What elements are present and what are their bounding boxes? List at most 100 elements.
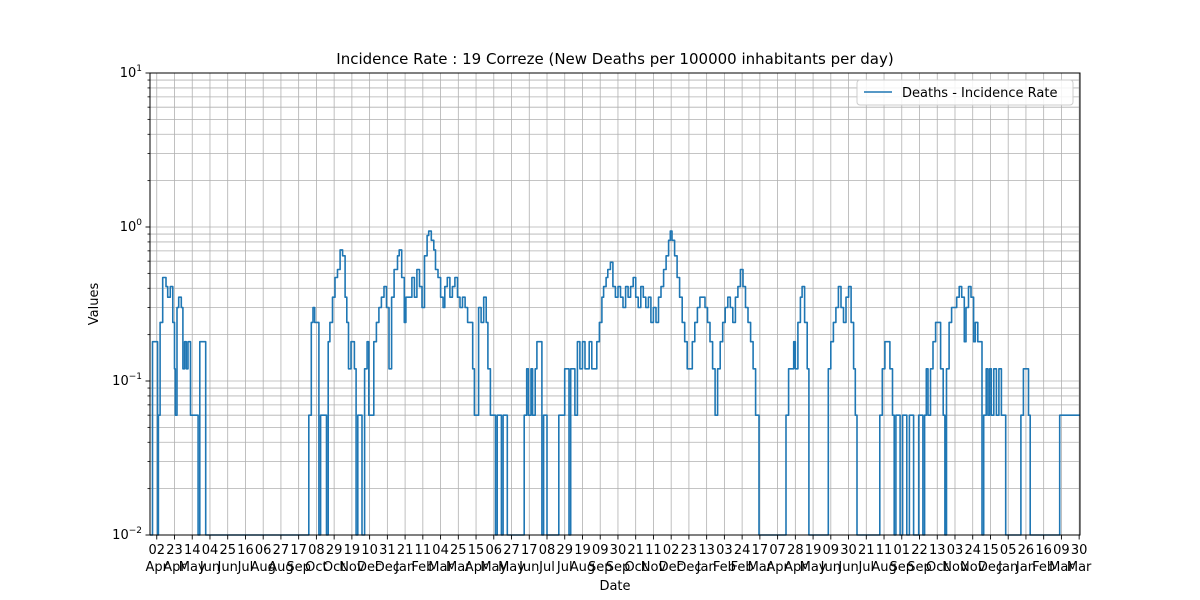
- x-tick-label-month: Feb: [731, 560, 754, 575]
- x-tick-label-day: 08: [308, 543, 325, 558]
- x-tick-label-day: 30: [610, 543, 627, 558]
- x-tick-label-month: Jan: [394, 560, 415, 575]
- x-tick-label-month: Dec: [659, 560, 684, 575]
- x-tick-label-month: May: [179, 560, 206, 575]
- x-tick-label-day: 09: [823, 543, 840, 558]
- x-tick-label-month: Jan: [997, 560, 1018, 575]
- plot-frame: [149, 72, 1081, 536]
- x-tick-label-month: Jul: [857, 560, 874, 575]
- x-tick-label-day: 01: [893, 543, 910, 558]
- x-tick-label-month: Nov: [641, 560, 667, 575]
- x-axis: 02 Apr 23 Apr 14 May 04 Jun 25 Jun 16 Jul 06 Aug 27 Aug…: [146, 535, 1092, 575]
- x-tick-label-day: 03: [947, 543, 964, 558]
- x-tick-label-month: Mar: [1067, 560, 1092, 575]
- y-tick-label: 101: [120, 64, 142, 81]
- legend: Deaths - Incidence Rate: [856, 79, 1074, 106]
- x-tick-label-month: Apr: [146, 560, 169, 575]
- x-tick-label-month: Dec: [676, 560, 701, 575]
- x-tick-label-day: 04: [202, 543, 219, 558]
- x-tick-label-day: 16: [1035, 543, 1052, 558]
- x-tick-label-month: Apr: [784, 560, 807, 575]
- x-tick-label-month: Sep: [588, 560, 613, 575]
- x-tick-label-day: 22: [911, 543, 928, 558]
- x-tick-label-month: Oct: [926, 560, 948, 575]
- x-tick-label-month: Aug: [871, 560, 896, 575]
- y-axis-label: Values: [87, 283, 102, 326]
- x-tick-label-month: Jul: [556, 560, 573, 575]
- x-tick-label-month: Jun: [199, 560, 220, 575]
- series-line-deaths-incidence-rate: [150, 230, 1080, 536]
- x-tick-label-day: 17: [752, 543, 769, 558]
- x-tick-label-day: 09: [592, 543, 609, 558]
- x-tick-label-day: 31: [379, 543, 396, 558]
- x-tick-label-day: 13: [698, 543, 715, 558]
- x-tick-label-day: 09: [1053, 543, 1070, 558]
- grid: [150, 73, 1080, 536]
- x-tick-label-day: 06: [255, 543, 272, 558]
- x-tick-label-month: Dec: [375, 560, 400, 575]
- x-tick-label-month: Feb: [713, 560, 736, 575]
- x-tick-label-month: Sep: [890, 560, 915, 575]
- x-tick-label-month: Mar: [748, 560, 773, 575]
- x-tick-label-month: May: [480, 560, 507, 575]
- x-tick-label-day: 13: [929, 543, 946, 558]
- x-tick-label-day: 27: [503, 543, 520, 558]
- x-tick-label-day: 28: [787, 543, 804, 558]
- x-tick-label-month: Feb: [411, 560, 434, 575]
- legend-box: [856, 79, 1074, 106]
- x-tick-label-day: 15: [982, 543, 999, 558]
- y-tick-label: 10−2: [112, 526, 142, 543]
- x-tick-label-day: 11: [876, 543, 893, 558]
- x-tick-label-day: 21: [627, 543, 644, 558]
- x-tick-label-month: May: [498, 560, 525, 575]
- x-tick-label-month: Sep: [606, 560, 631, 575]
- x-tick-label-day: 30: [1071, 543, 1088, 558]
- chart-title: Incidence Rate : 19 Correze (New Deaths …: [336, 50, 893, 68]
- x-tick-label-day: 10: [361, 543, 378, 558]
- x-tick-label-day: 25: [219, 543, 236, 558]
- x-tick-label-month: Oct: [323, 560, 345, 575]
- x-tick-label-month: Jun: [518, 560, 539, 575]
- x-tick-label-day: 27: [273, 543, 290, 558]
- x-tick-label-day: 14: [184, 543, 201, 558]
- x-tick-label-day: 19: [574, 543, 591, 558]
- x-tick-label-day: 02: [148, 543, 165, 558]
- x-tick-label-month: Jun: [837, 560, 858, 575]
- x-tick-label-month: Nov: [942, 560, 968, 575]
- legend-entry: Deaths - Incidence Rate: [902, 86, 1057, 101]
- x-tick-label-day: 21: [397, 543, 414, 558]
- x-tick-label-month: Jan: [696, 560, 717, 575]
- x-tick-label-month: Mar: [1049, 560, 1074, 575]
- x-axis-label: Date: [599, 579, 630, 594]
- x-tick-label-day: 17: [521, 543, 538, 558]
- x-tick-label-day: 21: [858, 543, 875, 558]
- x-tick-label-month: Dec: [978, 560, 1003, 575]
- x-tick-label-month: Oct: [624, 560, 646, 575]
- x-tick-label-day: 11: [645, 543, 662, 558]
- x-tick-label-day: 24: [734, 543, 751, 558]
- x-tick-label-month: Jun: [217, 560, 238, 575]
- x-tick-label-month: Oct: [305, 560, 327, 575]
- x-tick-label-day: 26: [1018, 543, 1035, 558]
- x-tick-label-day: 11: [415, 543, 432, 558]
- x-tick-label-day: 23: [166, 543, 183, 558]
- x-tick-label-month: Aug: [570, 560, 595, 575]
- x-tick-label-day: 25: [450, 543, 467, 558]
- x-tick-label-day: 29: [326, 543, 343, 558]
- x-tick-label-day: 03: [716, 543, 733, 558]
- series-layer: [150, 230, 1080, 536]
- x-tick-label-day: 02: [663, 543, 680, 558]
- x-tick-label-month: Dec: [357, 560, 382, 575]
- x-tick-label-month: Nov: [339, 560, 365, 575]
- x-tick-label-month: Sep: [907, 560, 932, 575]
- y-axis: 10−2 10−1 100 101: [112, 64, 150, 543]
- x-tick-label-day: 29: [556, 543, 573, 558]
- x-tick-label-day: 30: [840, 543, 857, 558]
- x-tick-label-month: Jan: [1015, 560, 1036, 575]
- x-tick-label-month: Jul: [538, 560, 555, 575]
- x-tick-label-day: 23: [681, 543, 698, 558]
- x-tick-label-month: Apr: [163, 560, 186, 575]
- x-tick-label-month: Aug: [250, 560, 275, 575]
- x-tick-label-month: Mar: [446, 560, 471, 575]
